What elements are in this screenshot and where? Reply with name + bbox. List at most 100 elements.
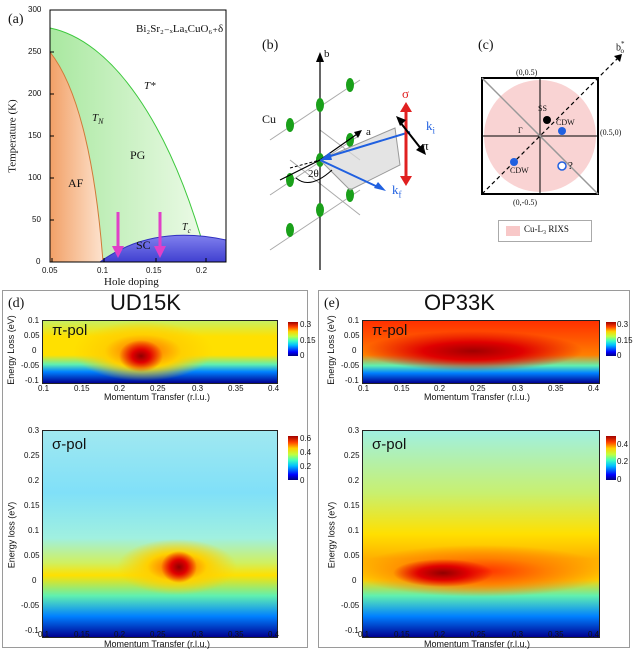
af-region xyxy=(50,52,103,262)
y-axis-label: Energy loss (eV) xyxy=(326,501,337,569)
xtick: 0.35 xyxy=(228,630,244,639)
xtick: 0.05 xyxy=(42,266,58,275)
ytick: -0.05 xyxy=(21,601,40,610)
cbar-tick: 0 xyxy=(300,476,305,485)
ytick: -0.1 xyxy=(25,626,39,635)
ytick: -0.1 xyxy=(25,376,39,385)
xtick: 0.4 xyxy=(588,630,600,639)
b-axis-label: b xyxy=(324,48,330,60)
panel-d-title: UD15K xyxy=(110,290,181,315)
gamma-label: Γ xyxy=(518,126,523,135)
ytick: 0 xyxy=(352,346,357,355)
ytick: 150 xyxy=(28,131,42,140)
xtick: 0.15 xyxy=(394,630,410,639)
ytick: 0.1 xyxy=(348,526,360,535)
y-axis-label: Energy Loss (eV) xyxy=(325,315,336,385)
pi-pol-tag: π-pol xyxy=(372,322,408,339)
ytick: 250 xyxy=(28,47,42,56)
ss-label: SS xyxy=(538,104,547,113)
cdw-label-1: CDW xyxy=(556,118,575,127)
cdw-point xyxy=(558,127,566,135)
pi-pol-tag: π-pol xyxy=(52,322,88,339)
xtick: 0.15 xyxy=(146,266,162,275)
ytick: 100 xyxy=(28,173,42,182)
ytick: 300 xyxy=(28,5,42,14)
xtick: 0.35 xyxy=(228,384,244,393)
y-axis-label: Energy Loss (eV) xyxy=(5,315,16,385)
xtick: 0.4 xyxy=(588,384,600,393)
ytick: 0.1 xyxy=(28,526,40,535)
colorbar-e-pi xyxy=(606,322,616,356)
ytick: 0.05 xyxy=(344,551,360,560)
cdw-label-2: CDW xyxy=(510,166,529,175)
reciprocal-space xyxy=(481,54,622,236)
xtick: 0.2 xyxy=(114,384,126,393)
panel-d xyxy=(2,290,308,648)
xtick: 0.25 xyxy=(470,630,486,639)
colorbar-d-pi xyxy=(288,322,298,356)
xtick: 0.35 xyxy=(548,630,564,639)
ytick: 0.05 xyxy=(24,551,40,560)
af-label: AF xyxy=(68,176,84,190)
tn-label: TN xyxy=(92,112,104,127)
ytick: 0.3 xyxy=(348,426,360,435)
xtick: 0.15 xyxy=(74,630,90,639)
xtick: 0.3 xyxy=(192,630,204,639)
phase-diagram xyxy=(49,9,227,263)
ytick: 0.25 xyxy=(24,451,40,460)
heatmap-e-sigma xyxy=(362,430,600,638)
ytick: -0.05 xyxy=(21,361,40,370)
cbar-tick: 0.4 xyxy=(617,440,629,449)
ytick: 0.2 xyxy=(348,476,360,485)
doping-arrows xyxy=(112,212,166,258)
xtick: 0.4 xyxy=(268,384,280,393)
cbar-tick: 0.6 xyxy=(300,434,312,443)
ytick: 0 xyxy=(32,346,37,355)
panel-c-label: (c) xyxy=(478,38,494,53)
y-axis-label: Energy loss (eV) xyxy=(6,501,17,569)
cbar-tick: 0 xyxy=(300,351,305,360)
bo-label: b*o xyxy=(616,40,625,56)
y-axis-label: Temperature (K) xyxy=(6,99,19,173)
heatmap-d-sigma xyxy=(42,430,278,638)
panel-e-label: (e) xyxy=(324,296,340,311)
xtick: 0.15 xyxy=(394,384,410,393)
xtick: 0.2 xyxy=(196,266,208,275)
colorbar-d-sigma xyxy=(288,436,298,480)
xtick: 0.3 xyxy=(512,384,524,393)
cbar-tick: 0.15 xyxy=(300,336,316,345)
xtick: 0.15 xyxy=(74,384,90,393)
xtick: 0.1 xyxy=(358,384,370,393)
xtick: 0.2 xyxy=(434,630,446,639)
label-bottom: (0,-0.5) xyxy=(513,198,537,207)
xtick: 0.35 xyxy=(548,384,564,393)
heatmap-d-pi xyxy=(42,320,278,384)
ytick: 0 xyxy=(352,576,357,585)
xtick: 0.4 xyxy=(268,630,280,639)
legend-box xyxy=(498,220,592,242)
colorbar-e-sigma xyxy=(606,436,616,480)
tc-label: Tc xyxy=(182,222,191,235)
pi-label: π xyxy=(422,138,429,153)
xtick: 0.25 xyxy=(470,384,486,393)
ytick: 0.2 xyxy=(28,476,40,485)
sigma-pol-tag: σ-pol xyxy=(52,436,87,453)
x-axis-label: Hole doping xyxy=(104,276,159,288)
ytick: 200 xyxy=(28,89,42,98)
tstar-label: T* xyxy=(144,80,156,92)
pg-label: PG xyxy=(130,148,146,162)
ytick: -0.1 xyxy=(345,376,359,385)
panel-d-label: (d) xyxy=(8,296,25,311)
ytick: -0.05 xyxy=(341,361,360,370)
xtick: 0.1 xyxy=(358,630,370,639)
sc-label: SC xyxy=(136,238,151,252)
ytick: 0.25 xyxy=(344,451,360,460)
ytick: 0 xyxy=(32,576,37,585)
ytick: -0.05 xyxy=(341,601,360,610)
xtick: 0.1 xyxy=(38,384,50,393)
label-top: (0,0.5) xyxy=(516,68,538,77)
ki-label: ki xyxy=(426,118,436,136)
ss-point xyxy=(543,116,551,124)
label-right: (0.5,0) xyxy=(600,128,622,137)
x-axis-label: Momentum Transfer (r.l.u.) xyxy=(104,392,211,402)
